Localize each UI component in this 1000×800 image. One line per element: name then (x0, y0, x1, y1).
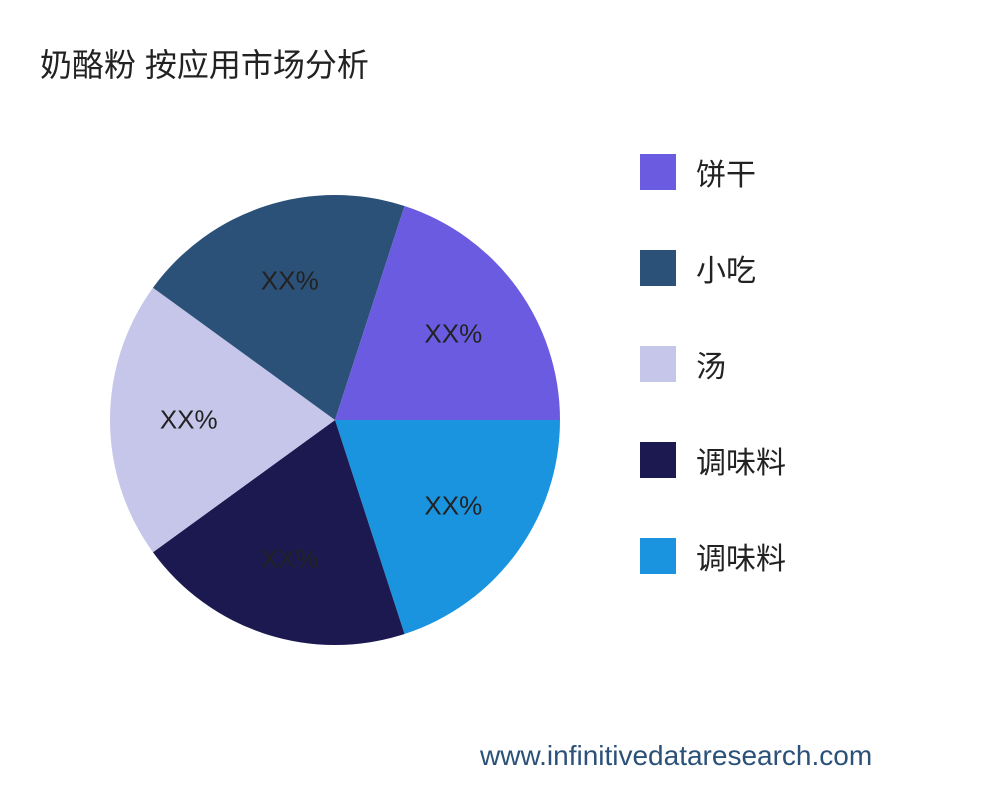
legend-swatch (640, 442, 676, 478)
pie-slice-label: XX% (261, 265, 319, 296)
pie-slice-label: XX% (261, 544, 319, 575)
legend-label: 调味料 (696, 438, 786, 482)
legend-swatch (640, 346, 676, 382)
legend-swatch (640, 250, 676, 286)
legend-item: 调味料 (640, 438, 786, 482)
pie-slice-label: XX% (424, 490, 482, 521)
legend-item: 小吃 (640, 246, 786, 290)
legend-item: 调味料 (640, 534, 786, 578)
legend: 饼干小吃汤调味料调味料 (640, 150, 786, 578)
legend-label: 汤 (696, 342, 726, 386)
legend-label: 小吃 (696, 246, 756, 290)
legend-item: 饼干 (640, 150, 786, 194)
footer-url: www.infinitivedataresearch.com (480, 740, 872, 772)
legend-swatch (640, 538, 676, 574)
legend-label: 饼干 (696, 150, 756, 194)
legend-label: 调味料 (696, 534, 786, 578)
legend-swatch (640, 154, 676, 190)
chart-title: 奶酪粉 按应用市场分析 (40, 40, 369, 86)
pie-chart: XX% XX% XX% XX% XX% (110, 195, 560, 645)
pie-slice-label: XX% (424, 319, 482, 350)
legend-item: 汤 (640, 342, 786, 386)
pie-slice-label: XX% (160, 405, 218, 436)
